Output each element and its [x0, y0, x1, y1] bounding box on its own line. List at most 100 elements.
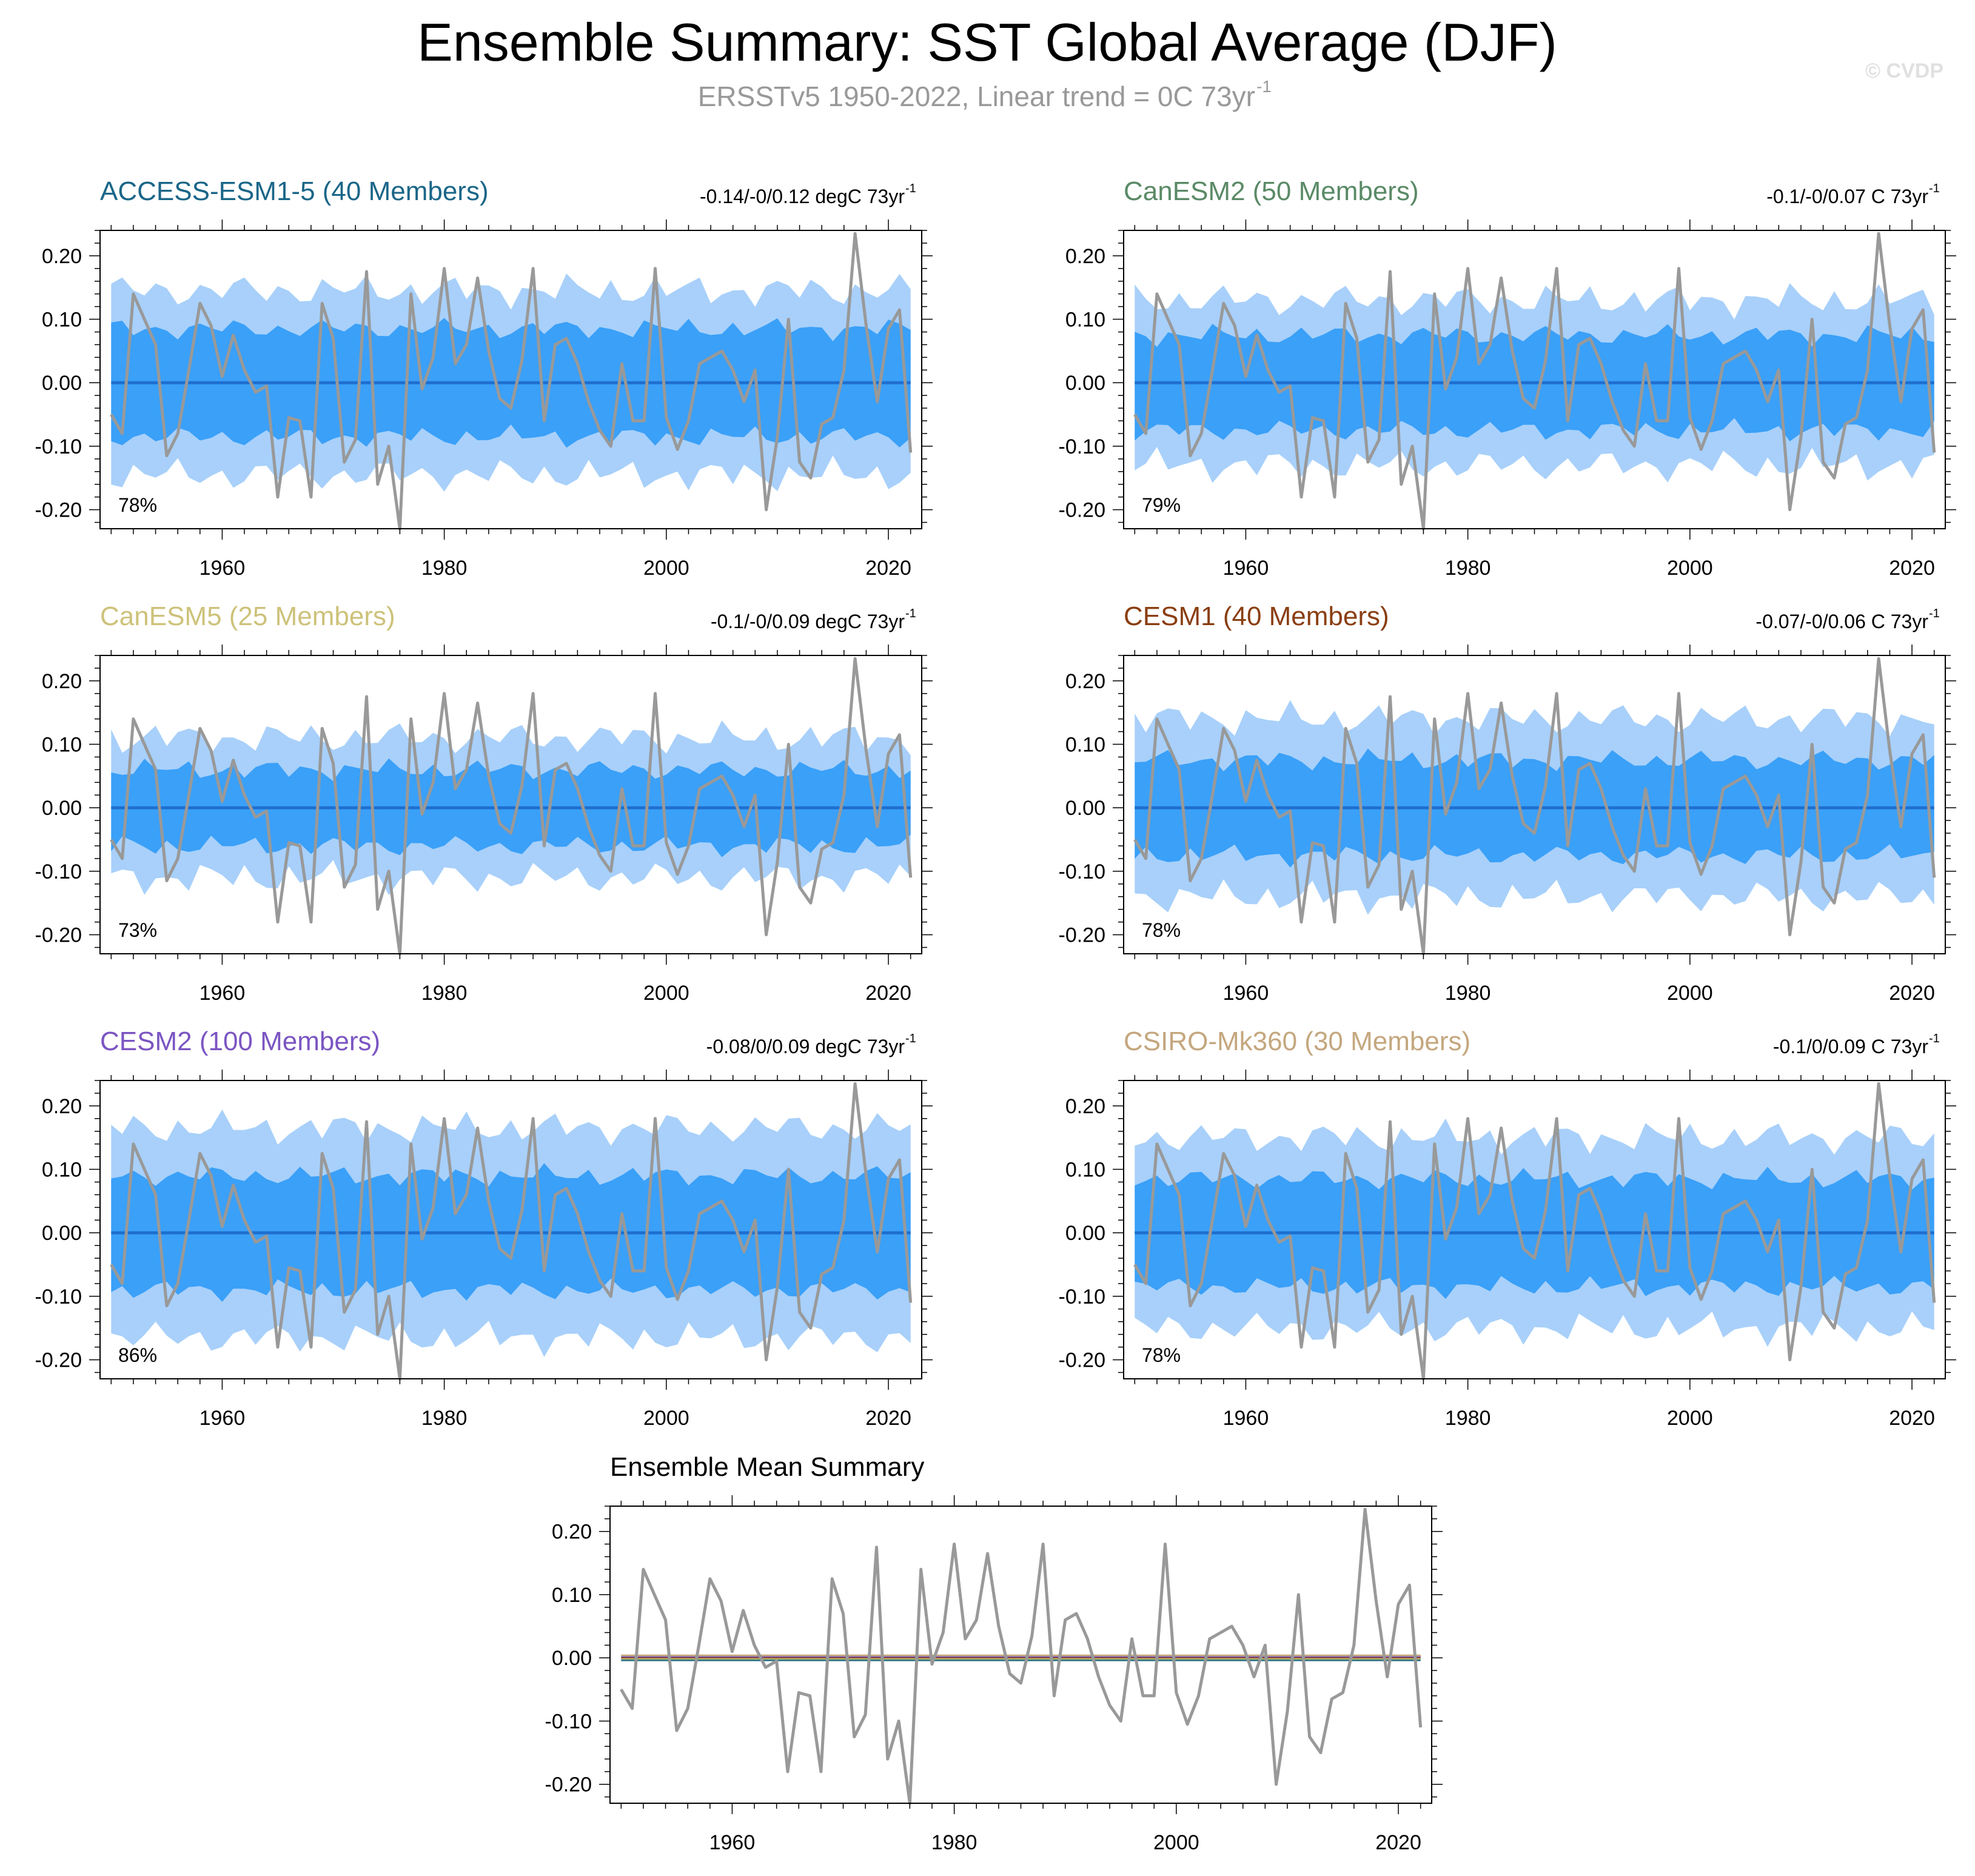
panel-3-ytick-label: -0.10 [35, 860, 82, 883]
panel-4-ytick-label: 0.10 [1065, 734, 1105, 757]
panel-trend-range-superscript: -1 [905, 1032, 916, 1045]
panel-1-xtick-label: 1980 [421, 557, 468, 580]
page-subtitle-superscript: -1 [1256, 77, 1272, 96]
panel-5-ytick-label: -0.20 [35, 1349, 82, 1372]
panel-percent-label: 78% [1142, 1344, 1181, 1366]
panel-4-ytick-label: -0.10 [1059, 860, 1106, 883]
mean-summary-ytick-label: 0.00 [552, 1647, 592, 1670]
panel-4-xtick-label: 2000 [1667, 982, 1713, 1005]
panel-2: 1960 1980 2000 2020 0.20 0.10 0.00 -0.10 -0.20 Ca… [1059, 176, 1956, 580]
panel-4-ytick-label: 0.20 [1065, 670, 1105, 693]
panel-1-ytick-label: 0.00 [42, 372, 82, 395]
panel-2-ytick-label: 0.00 [1065, 372, 1105, 395]
panel-percent-label: 86% [118, 1344, 157, 1366]
panel-4: 1960 1980 2000 2020 0.20 0.10 0.00 -0.10 -0.20 CE… [1059, 601, 1956, 1005]
panel-6-ytick-label: 0.00 [1065, 1222, 1105, 1245]
panel-6: 1960 1980 2000 2020 0.20 0.10 0.00 -0.10 -0.20 CS… [1059, 1027, 1956, 1430]
panel-6-xtick-label: 2020 [1889, 1407, 1935, 1430]
panel-percent-label: 78% [118, 494, 157, 516]
panel-2-ytick-label: -0.20 [1059, 499, 1106, 522]
mean-summary-xtick-label: 1960 [709, 1831, 756, 1854]
panel-trend-range: -0.1/-0/0.07 C 73yr [1766, 186, 1928, 207]
panel-percent-label: 73% [118, 919, 157, 941]
panel-3-ytick-label: 0.10 [42, 734, 82, 757]
panel-6-xtick-label: 1960 [1223, 1407, 1269, 1430]
panel-5-ytick-label: 0.00 [42, 1222, 82, 1245]
panel-6-ytick-label: 0.20 [1065, 1095, 1105, 1118]
panel-trend-range-superscript: -1 [905, 607, 916, 620]
observed-series-line [110, 232, 913, 531]
panel-trend-range: -0.1/-0/0.09 degC 73yr [711, 611, 905, 632]
mean-summary-ytick-label: -0.10 [545, 1710, 592, 1733]
panel-4-ytick-label: -0.20 [1059, 924, 1106, 947]
panel-4-xtick-label: 1960 [1223, 982, 1269, 1005]
panel-title: ACCESS-ESM1-5 (40 Members) [100, 176, 489, 206]
panel-6-ytick-label: -0.20 [1059, 1349, 1106, 1372]
panel-trend-range: -0.07/-0/0.06 C 73yr [1755, 611, 1928, 632]
mean-summary-ytick-label: -0.20 [545, 1774, 592, 1797]
page-title: Ensemble Summary: SST Global Average (DJ… [417, 12, 1557, 72]
panel-2-xtick-label: 1960 [1223, 557, 1269, 580]
observed-series-line [110, 1082, 913, 1381]
panel-5-xtick-label: 2000 [643, 1407, 689, 1430]
mean-summary-xtick-label: 2020 [1375, 1831, 1421, 1854]
panel-6-xtick-label: 2000 [1667, 1407, 1713, 1430]
panel-2-xtick-label: 1980 [1445, 557, 1491, 580]
observed-series-line [1133, 1082, 1936, 1381]
panel-1-xtick-label: 1960 [200, 557, 246, 580]
panel-trend-range: -0.08/0/0.09 degC 73yr [706, 1036, 905, 1057]
observed-series-line [1133, 657, 1936, 956]
panel-5: 1960 1980 2000 2020 0.20 0.10 0.00 -0.10 -0.20 CE… [35, 1027, 933, 1430]
panel-title: CESM2 (100 Members) [100, 1027, 380, 1056]
panel-2-ytick-label: 0.10 [1065, 309, 1105, 332]
page-subtitle: ERSSTv5 1950-2022, Linear trend = 0C 73y… [698, 81, 1255, 112]
watermark: © CVDP [1865, 59, 1943, 82]
panel-3-ytick-label: 0.00 [42, 797, 82, 820]
panel-2-ytick-label: 0.20 [1065, 245, 1105, 268]
panel-trend-range: -0.14/-0/0.12 degC 73yr [700, 186, 905, 207]
panel-4-ytick-label: 0.00 [1065, 797, 1105, 820]
panel-3-xtick-label: 1960 [200, 982, 246, 1005]
panel-5-ytick-label: 0.20 [42, 1095, 82, 1118]
mean-summary-observed-line [620, 1507, 1423, 1805]
panel-6-ytick-label: 0.10 [1065, 1159, 1105, 1182]
mean-summary-ytick-label: 0.20 [552, 1521, 592, 1544]
panel-5-xtick-label: 1980 [421, 1407, 468, 1430]
panel-trend-range-superscript: -1 [1929, 1032, 1940, 1045]
observed-series-line [1133, 232, 1936, 531]
panel-trend-range-superscript: -1 [1929, 607, 1940, 620]
panel-1-ytick-label: 0.10 [42, 309, 82, 332]
panel-2-xtick-label: 2020 [1889, 557, 1935, 580]
panel-1: 1960 1980 2000 2020 0.20 0.10 0.00 -0.10 -0.20 AC… [35, 176, 933, 580]
mean-summary-xtick-label: 1980 [931, 1831, 977, 1854]
panel-5-ytick-label: -0.10 [35, 1285, 82, 1308]
panel-title: CSIRO-Mk360 (30 Members) [1124, 1027, 1470, 1056]
panel-5-xtick-label: 2020 [865, 1407, 911, 1430]
panel-trend-range-superscript: -1 [1929, 182, 1940, 195]
mean-summary-title: Ensemble Mean Summary [610, 1452, 924, 1482]
observed-series-line [110, 657, 913, 956]
panel-6-xtick-label: 1980 [1445, 1407, 1491, 1430]
mean-summary-ytick-label: 0.10 [552, 1584, 592, 1607]
panel-5-ytick-label: 0.10 [42, 1159, 82, 1182]
panel-percent-label: 78% [1142, 919, 1181, 941]
panel-5-xtick-label: 1960 [200, 1407, 246, 1430]
panel-3-ytick-label: 0.20 [42, 670, 82, 693]
panel-1-xtick-label: 2020 [865, 557, 911, 580]
panel-6-ytick-label: -0.10 [1059, 1285, 1106, 1308]
panel-3-xtick-label: 2020 [865, 982, 911, 1005]
panel-trend-range-superscript: -1 [905, 182, 916, 195]
mean-summary-xtick-label: 2000 [1153, 1831, 1199, 1854]
panel-title: CESM1 (40 Members) [1124, 601, 1389, 631]
panels: 1960 1980 2000 2020 0.20 0.10 0.00 -0.10 -0.20 AC… [35, 176, 1956, 1854]
panel-trend-range: -0.1/0/0.09 C 73yr [1773, 1036, 1928, 1057]
panel-4-xtick-label: 1980 [1445, 982, 1491, 1005]
panel-title: CanESM2 (50 Members) [1124, 176, 1419, 206]
panel-title: CanESM5 (25 Members) [100, 601, 395, 631]
panel-1-ytick-label: 0.20 [42, 245, 82, 268]
panel-percent-label: 79% [1142, 494, 1181, 516]
panel-3: 1960 1980 2000 2020 0.20 0.10 0.00 -0.10 -0.20 Ca… [35, 601, 933, 1005]
panel-3-xtick-label: 1980 [421, 982, 468, 1005]
mean-summary-panel: 1960 1980 2000 2020 0.20 0.10 0.00 -0.10 -0.20 En… [545, 1452, 1443, 1854]
